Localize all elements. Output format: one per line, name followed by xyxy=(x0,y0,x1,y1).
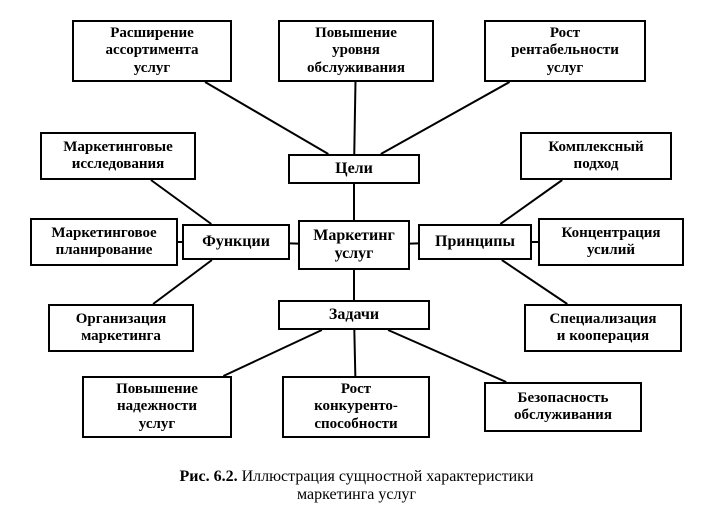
caption-line2: маркетинга услуг xyxy=(297,486,416,503)
node-prin1: Комплексныйподход xyxy=(520,132,672,180)
node-prin2: Концентрацияусилий xyxy=(538,218,684,266)
node-task3: Безопасностьобслуживания xyxy=(484,382,642,432)
diagram-stage: Рис. 6.2. Иллюстрация сущностной характе… xyxy=(0,0,713,519)
node-center: Маркетингуслуг xyxy=(298,220,410,270)
node-prin3: Специализацияи кооперация xyxy=(524,304,682,352)
node-functions: Функции xyxy=(182,224,290,260)
node-principles: Принципы xyxy=(418,224,532,260)
edge-goals-goal1 xyxy=(205,82,328,154)
node-goals: Цели xyxy=(288,154,420,184)
node-goal1: Расширениеассортиментауслуг xyxy=(72,20,232,82)
node-goal3: Рострентабельностиуслуг xyxy=(484,20,646,82)
node-func1: Маркетинговыеисследования xyxy=(40,132,196,180)
figure-caption: Рис. 6.2. Иллюстрация сущностной характе… xyxy=(0,468,713,504)
edge-principles-prin3 xyxy=(502,260,567,304)
edge-functions-func3 xyxy=(153,260,212,304)
edge-tasks-task3 xyxy=(388,330,506,382)
caption-line1: Иллюстрация сущностной характеристики xyxy=(242,468,534,485)
node-tasks: Задачи xyxy=(278,300,430,330)
edge-tasks-task2 xyxy=(354,330,355,376)
node-task1: Повышениенадежностиуслуг xyxy=(82,376,232,438)
caption-prefix: Рис. 6.2. xyxy=(179,468,237,485)
node-task2: Ростконкуренто-способности xyxy=(282,376,430,438)
node-func2: Маркетинговоепланирование xyxy=(30,218,178,266)
edge-tasks-task1 xyxy=(223,330,322,376)
node-goal2: Повышениеуровняобслуживания xyxy=(278,20,434,82)
node-func3: Организациямаркетинга xyxy=(48,304,194,352)
edge-goals-goal2 xyxy=(354,82,355,154)
edge-goals-goal3 xyxy=(381,82,510,154)
